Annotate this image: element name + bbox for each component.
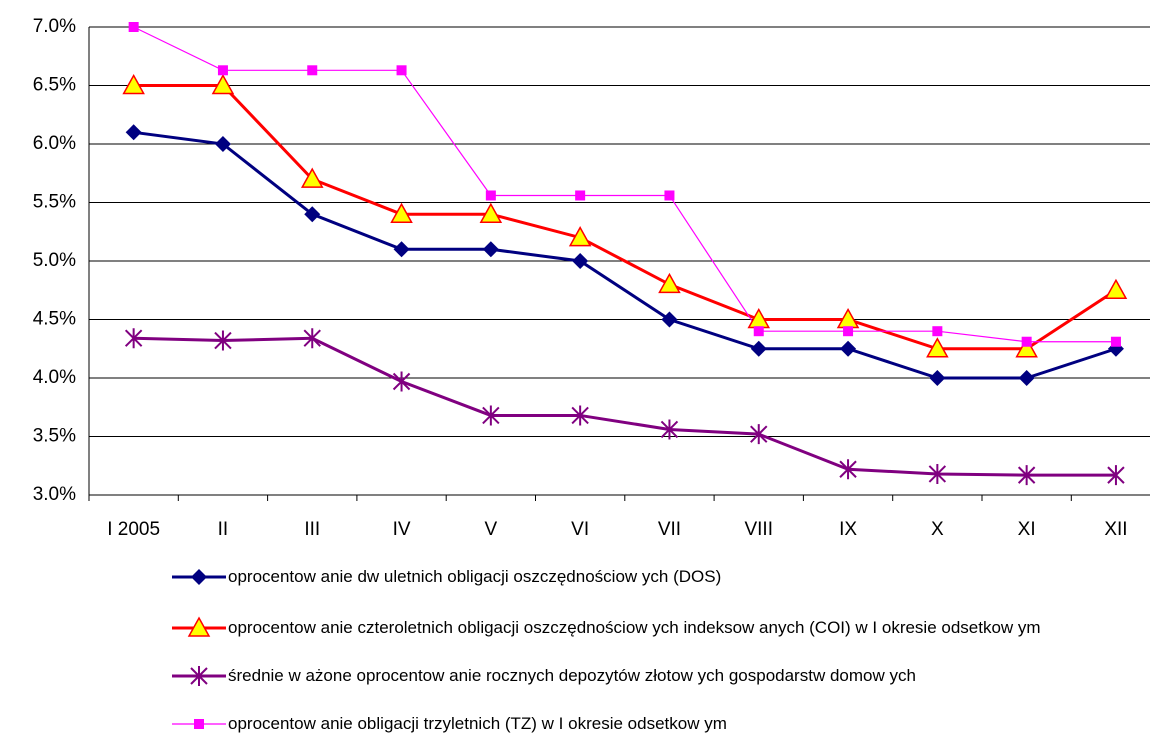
legend-marker [191,569,207,585]
point [839,459,857,480]
y-tick-label: 7.0% [33,16,76,37]
point [658,272,681,294]
series-line [133,336,1116,477]
series-line [133,84,1117,351]
point [750,340,767,357]
point [1018,370,1035,386]
point [122,73,145,95]
point [304,206,321,223]
point [482,241,499,258]
point [482,405,500,426]
point [214,136,231,152]
x-tick-label: I 2005 [107,519,160,540]
point [661,311,678,328]
point [1021,336,1032,347]
y-tick-label: 5.0% [33,250,76,271]
point [211,73,235,95]
point [307,65,318,76]
y-tick-label: 6.5% [33,75,76,96]
point [392,371,411,392]
x-tick-label: III [304,519,320,540]
y-tick-label: 5.5% [33,192,76,213]
point [217,65,228,76]
x-tick-label: II [218,519,229,540]
point [479,202,503,223]
series-line [133,130,1117,380]
x-tick-label: V [485,519,498,540]
point [932,326,943,337]
x-tick-label: VII [658,519,681,540]
point [750,424,768,445]
legend-label: oprocentow anie dw uletnich obligacji os… [228,567,722,586]
y-tick-label: 3.0% [33,484,76,505]
point [843,326,854,337]
x-tick-label: XII [1104,519,1127,540]
x-tick-label: XI [1018,519,1036,540]
legend-label: oprocentow anie obligacji trzyletnich (T… [228,714,727,733]
point [929,370,946,386]
point [390,202,413,223]
legend-marker [194,719,204,729]
point [928,463,947,484]
x-tick-label: X [931,519,944,540]
point [926,337,949,358]
point [300,167,324,188]
point [125,124,142,141]
point [568,226,592,247]
point [303,328,321,349]
point [664,190,675,201]
point [660,419,679,440]
point [393,241,410,258]
point [396,65,407,76]
point [840,340,857,357]
point [753,326,764,337]
point [1017,465,1036,486]
legend-label: średnie w ażone oprocentow anie rocznych… [228,666,916,685]
x-tick-label: VIII [744,519,773,540]
series-line [133,26,1116,343]
legend-marker [187,616,211,637]
point [575,190,586,201]
point [214,330,232,351]
point [572,253,589,269]
x-tick-label: IX [839,519,857,540]
x-tick-label: IV [393,519,411,540]
point [571,405,589,426]
point [1110,336,1121,347]
point [1104,278,1128,299]
legend-marker [190,666,208,686]
y-tick-label: 3.5% [33,426,76,447]
point [485,190,496,201]
y-tick-label: 6.0% [33,133,76,154]
point [1107,465,1125,486]
x-tick-label: VI [571,519,589,540]
y-tick-label: 4.5% [33,309,76,330]
point [1015,337,1038,358]
y-tick-label: 4.0% [33,367,76,388]
point [128,22,139,32]
point [124,328,143,349]
legend-label: oprocentow anie czteroletnich obligacji … [228,618,1041,637]
